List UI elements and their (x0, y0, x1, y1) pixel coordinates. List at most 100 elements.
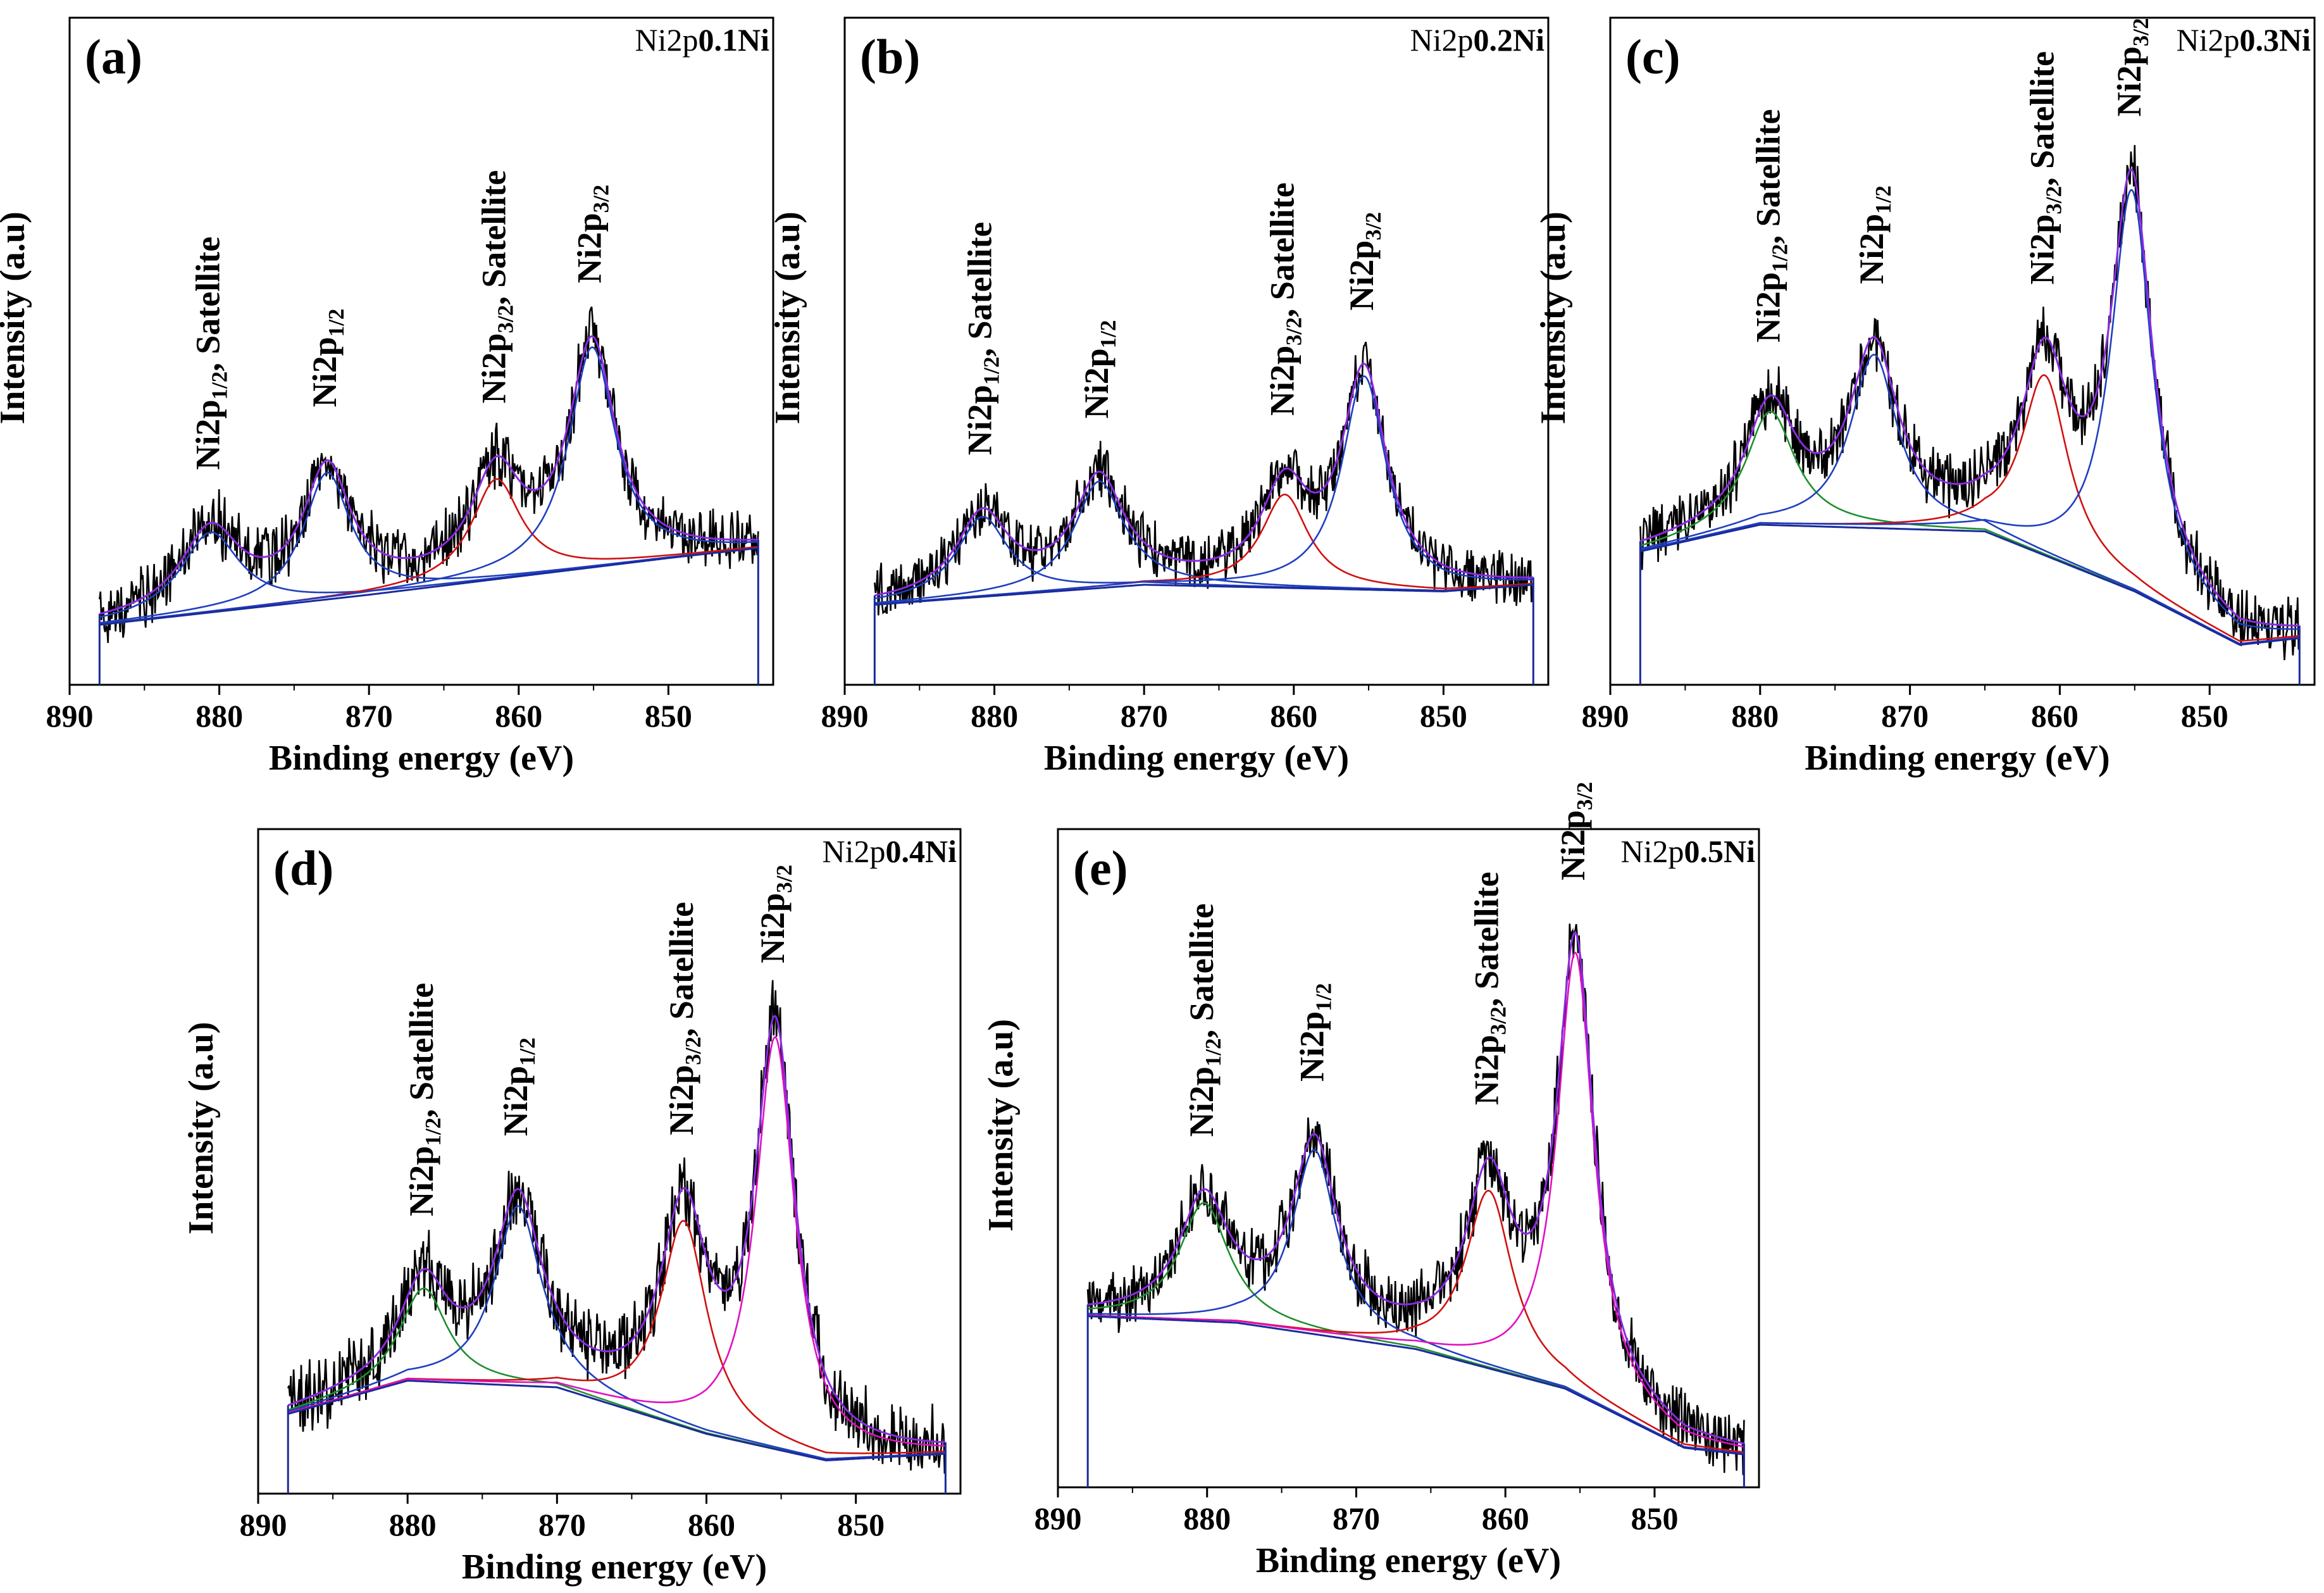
y-axis-label: Intensity (a.u) (981, 1019, 1021, 1232)
x-tick-label: 880 (1183, 1501, 1231, 1536)
peak-label-3: Ni2p3/2, Satellite (2023, 51, 2066, 285)
x-tick-label: 850 (1631, 1501, 1678, 1536)
sample-label: Ni2p0.2Ni (1410, 22, 1545, 58)
fit-envelope-line (1639, 168, 2300, 627)
x-tick-label: 860 (1482, 1501, 1529, 1536)
x-tick-label: 880 (389, 1507, 437, 1542)
x-tick-label: 850 (2181, 698, 2228, 734)
x-tick-label: 870 (1121, 698, 1168, 734)
plot-frame (843, 16, 1550, 686)
plot-frame (68, 16, 774, 686)
peak-label-1: Ni2p1/2, Satellite (189, 237, 232, 470)
fit-component-line-4 (1088, 951, 1744, 1448)
peak-label-4: Ni2p3/2 (1343, 212, 1386, 311)
fit-envelope-line (874, 362, 1534, 597)
fit-component-line-3 (1640, 374, 2300, 642)
peak-label-2: Ni2p1/2 (1078, 320, 1121, 419)
peak-label-4: Ni2p3/2 (571, 185, 614, 284)
fit-envelope-line (1087, 931, 1744, 1445)
raw-spectrum-line (99, 306, 759, 643)
x-tick-label: 890 (821, 698, 869, 734)
peak-label-1: Ni2p1/2, Satellite (1749, 109, 1792, 342)
x-tick-label: 870 (1333, 1501, 1380, 1536)
x-axis-label: Binding energy (eV) (1805, 739, 2110, 778)
x-tick-label: 850 (645, 698, 692, 734)
x-tick-label: 850 (837, 1507, 885, 1542)
x-tick-label: 860 (495, 698, 542, 734)
plot-frame (1609, 16, 2316, 686)
panel-c: 890 880 870 860 850 Binding energy (eV) Intens… (1534, 16, 2316, 778)
fit-component-line-4 (287, 1036, 946, 1447)
panel-d: 890 880 870 860 850 Binding energy (eV) Intens… (182, 828, 962, 1587)
x-tick-label: 890 (1035, 1501, 1082, 1536)
panel-b: 890 880 870 860 850 Binding energy (eV) Intens… (768, 16, 1550, 778)
plot-frame (1057, 828, 1760, 1489)
background-line (1640, 523, 2300, 646)
panel-letter: (b) (860, 29, 920, 84)
background-line (287, 1379, 946, 1462)
background-line (874, 584, 1534, 606)
background-line (1088, 1315, 1744, 1456)
peak-label-2: Ni2p1/2 (497, 1037, 540, 1136)
peak-label-3: Ni2p3/2, Satellite (1467, 871, 1510, 1105)
fit-envelope-line (287, 1015, 946, 1444)
peak-label-3: Ni2p3/2, Satellite (662, 902, 705, 1135)
peak-label-2: Ni2p1/2 (306, 309, 349, 408)
y-axis-label: Intensity (a.u) (182, 1021, 221, 1234)
peak-label-1: Ni2p1/2, Satellite (961, 222, 1004, 456)
panel-letter: (d) (273, 840, 333, 896)
x-tick-label: 880 (971, 698, 1018, 734)
sample-label: Ni2p0.3Ni (2177, 22, 2311, 58)
x-tick-label: 860 (688, 1507, 735, 1542)
x-tick-label: 860 (1270, 698, 1317, 734)
fit-component-line-4 (99, 346, 759, 625)
panel-letter: (c) (1625, 29, 1681, 84)
peak-label-3: Ni2p3/2, Satellite (1264, 182, 1307, 416)
peak-label-1: Ni2p1/2, Satellite (1183, 903, 1226, 1137)
background-line (99, 547, 759, 626)
panel-letter: (a) (85, 29, 142, 84)
fit-component-line-4 (874, 375, 1534, 605)
x-tick-label: 850 (1420, 698, 1467, 734)
peak-label-2: Ni2p1/2 (1853, 185, 1896, 284)
panel-letter: (e) (1073, 840, 1128, 896)
sample-label: Ni2p0.4Ni (823, 834, 957, 869)
x-axis-label: Binding energy (eV) (1256, 1541, 1561, 1580)
fit-component-line-2 (287, 1205, 946, 1460)
peak-label-4: Ni2p3/2 (1554, 782, 1597, 880)
x-tick-label: 890 (1582, 698, 1629, 734)
y-axis-label: Intensity (a.u) (0, 211, 32, 424)
fit-component-line-2 (1640, 353, 2300, 645)
x-axis-label: Binding energy (eV) (462, 1547, 767, 1587)
fit-envelope-line (99, 335, 759, 615)
raw-spectrum-line (874, 341, 1534, 616)
peak-label-2: Ni2p1/2 (1293, 983, 1336, 1082)
x-tick-label: 880 (196, 698, 243, 734)
peak-label-3: Ni2p3/2, Satellite (475, 170, 518, 404)
sample-label: Ni2p0.1Ni (635, 22, 770, 58)
peak-label-1: Ni2p1/2, Satellite (402, 983, 445, 1216)
x-tick-label: 860 (2031, 698, 2079, 734)
peak-label-4: Ni2p3/2 (754, 865, 797, 963)
x-tick-label: 870 (1881, 698, 1929, 734)
raw-spectrum-line (1639, 145, 2301, 661)
panel-e: 890 880 870 860 850 Binding energy (eV) Intens… (981, 782, 1760, 1580)
x-axis-label: Binding energy (eV) (269, 739, 574, 778)
x-tick-label: 870 (538, 1507, 586, 1542)
x-tick-label: 870 (345, 698, 393, 734)
sample-label: Ni2p0.5Ni (1621, 834, 1756, 869)
y-axis-label: Intensity (a.u) (1534, 211, 1573, 424)
fit-component-line-2 (1088, 1149, 1744, 1455)
plot-frame (257, 828, 962, 1495)
fit-component-line-2 (99, 472, 759, 624)
peak-label-4: Ni2p3/2 (2110, 18, 2153, 116)
x-axis-label: Binding energy (eV) (1044, 739, 1349, 778)
x-tick-label: 890 (46, 698, 94, 734)
panel-a: 890 880 870 860 850 Binding energy (eV) Intens… (0, 16, 774, 778)
x-tick-label: 880 (1731, 698, 1779, 734)
y-axis-label: Intensity (a.u) (768, 211, 807, 424)
x-tick-label: 890 (240, 1507, 287, 1542)
raw-spectrum-line (287, 980, 947, 1474)
fit-component-line-4 (1640, 189, 2300, 630)
